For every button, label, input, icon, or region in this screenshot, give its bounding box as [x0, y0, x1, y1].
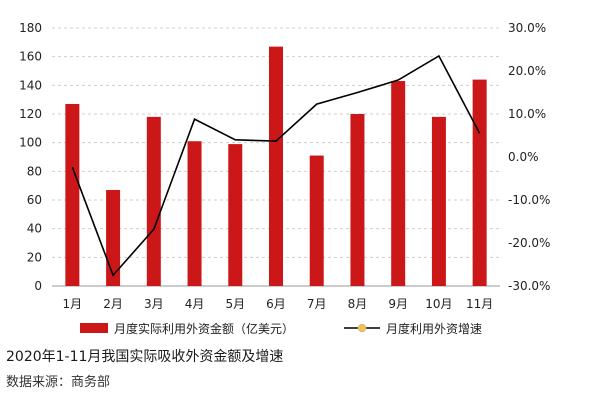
legend-line-marker [357, 323, 367, 333]
y-left-tick-label: 180 [19, 21, 42, 35]
y-right-tick-label: 0.0% [508, 150, 539, 164]
y-left-tick-label: 140 [19, 78, 42, 92]
x-tick-label: 4月 [185, 297, 205, 311]
x-tick-label: 2月 [103, 297, 123, 311]
y-left-tick-label: 20 [27, 250, 42, 264]
bar [146, 116, 161, 286]
bar [65, 103, 80, 286]
y-right-tick-label: -20.0% [508, 236, 550, 250]
bar [431, 116, 446, 286]
y-right-tick-label: -30.0% [508, 279, 550, 293]
bar [309, 155, 324, 286]
bar [269, 46, 283, 287]
bar [350, 114, 365, 286]
y-right-tick-label: 10.0% [508, 107, 546, 121]
y-left-tick-label: 60 [27, 193, 42, 207]
bar [472, 79, 487, 286]
x-tick-label: 1月 [63, 297, 83, 311]
legend-bar-swatch [80, 323, 108, 333]
x-tick-label: 10月 [425, 297, 452, 311]
bar [228, 144, 243, 286]
combo-chart: 0 20 40 60 80 100 120 140 160 180 -30.0% -20.0% -10.… [19, 21, 550, 336]
bar [187, 141, 202, 286]
x-tick-label: 7月 [307, 297, 327, 311]
y-left-tick-label: 40 [27, 222, 42, 236]
y-right-tick-label: 30.0% [508, 21, 546, 35]
x-tick-label: 5月 [225, 297, 245, 311]
growth-line [71, 54, 481, 277]
x-tick-label: 11月 [466, 297, 493, 311]
chart-caption-title: 2020年1-11月我国实际吸收外资金额及增速 [6, 349, 284, 365]
chart-caption-source: 数据来源：商务部 [6, 375, 111, 390]
y-left-tick-label: 120 [19, 107, 42, 121]
legend-line-label: 月度利用外资增速 [386, 321, 482, 336]
y-right-tick-label: -10.0% [508, 193, 550, 207]
x-tick-label: 9月 [388, 297, 408, 311]
x-tick-label: 3月 [144, 297, 164, 311]
y-left-tick-label: 80 [27, 164, 42, 178]
bar [106, 189, 121, 286]
x-tick-label: 6月 [266, 297, 286, 311]
bar [391, 81, 406, 287]
x-tick-label: 8月 [348, 297, 368, 311]
y-left-tick-label: 160 [19, 50, 42, 64]
y-left-tick-label: 0 [34, 279, 42, 293]
legend-bar-label: 月度实际利用外资金额（亿美元） [114, 321, 294, 336]
y-right-tick-label: 20.0% [508, 64, 546, 78]
y-left-tick-label: 100 [19, 136, 42, 150]
